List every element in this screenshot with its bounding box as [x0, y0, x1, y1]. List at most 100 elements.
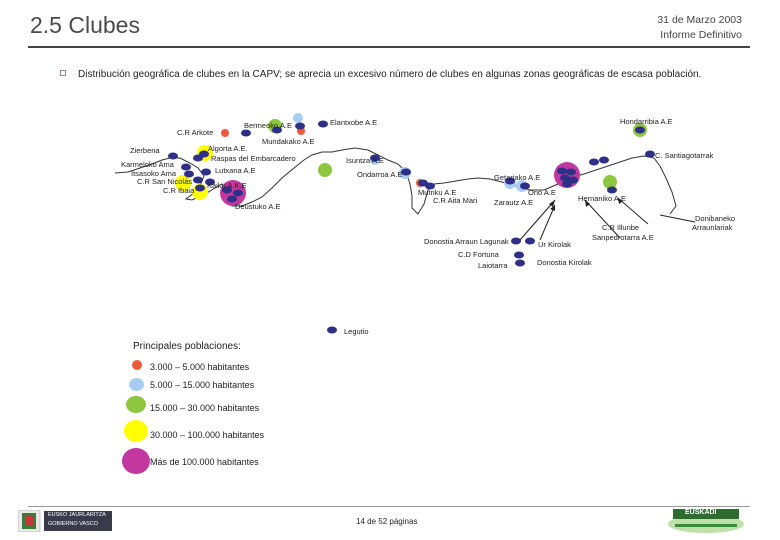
header-divider: [28, 46, 750, 48]
legend-swatch-magenta: [122, 448, 150, 474]
club-marker: [515, 259, 525, 267]
club-marker: [195, 184, 205, 192]
label-kaiku: Kaiku A.K.E: [207, 181, 247, 190]
arrow-line: [539, 204, 556, 241]
label-lutxana: Lutxana A.E: [215, 166, 256, 175]
arrow-head: [585, 200, 590, 207]
label-fortuna: C.D Fortuna: [458, 250, 499, 259]
legend-title: Principales poblaciones:: [133, 341, 241, 352]
arrow-line: [617, 197, 649, 225]
club-marker: [184, 170, 194, 178]
club-marker: [222, 186, 232, 194]
logo-mark: [668, 509, 744, 533]
label-santiagotarrak: C. Santiagotarrak: [655, 151, 714, 160]
club-marker: [511, 237, 521, 245]
euskadi-logo: EUSKADI: [665, 508, 747, 534]
club-marker: [607, 186, 617, 194]
report-date: 31 de Marzo 2003: [657, 14, 742, 26]
logo-left-line2: GOBIERNO VASCO: [48, 521, 99, 527]
club-marker: [272, 126, 282, 134]
club-markers: [168, 120, 655, 334]
club-marker: [557, 167, 567, 175]
label-algorta: Algorta A.E.: [208, 144, 248, 153]
club-marker: [505, 177, 515, 185]
legend-swatch-yellow: [124, 420, 148, 442]
label-raspas: Raspas del Embarcadero: [211, 154, 296, 163]
club-marker: [370, 154, 380, 162]
arrow-line: [659, 214, 696, 223]
logo-left-line1: EUSKO JAURLARITZA: [48, 512, 106, 518]
club-marker: [241, 129, 251, 137]
club-marker: [205, 178, 215, 186]
club-marker: [525, 237, 535, 245]
label-ur-kirolak: Ur Kirolak: [538, 240, 571, 249]
label-donibaneko: Donibaneko: [695, 214, 736, 223]
club-marker: [635, 126, 645, 134]
label-donostia-arraun: Donostia Arraun Lagunak: [424, 237, 509, 246]
label-mundakako: Mundakako A.E: [262, 137, 315, 146]
arrow-line: [519, 199, 556, 241]
club-marker: [327, 326, 337, 334]
label-zierbena: Zierbena: [130, 146, 160, 155]
club-marker: [599, 156, 609, 164]
arrow-head: [549, 200, 555, 207]
label-itsasoko: Itsasoko Ama: [131, 169, 177, 178]
label-hernaniko: Hernaniko A.E: [578, 194, 626, 203]
club-marker: [401, 168, 411, 176]
club-marker: [645, 150, 655, 158]
header-meta: 31 de Marzo 2003 Informe Definitivo: [657, 13, 742, 43]
club-marker: [514, 251, 524, 259]
label-hondarribia: Hondarribia A.E: [620, 117, 673, 126]
label-bermeoko: Bermeoko A.E: [244, 121, 292, 130]
logo-mark: [17, 509, 112, 533]
legend-label: 15.000 – 30.000 habitantes: [150, 403, 260, 413]
club-marker: [520, 182, 530, 190]
club-marker: [318, 120, 328, 128]
footer-divider: [28, 506, 750, 507]
legend-label: 3.000 – 5.000 habitantes: [150, 362, 250, 372]
town-santurtzi: [175, 175, 191, 191]
club-marker: [193, 176, 203, 184]
label-orio: Orio A.E: [528, 188, 556, 197]
club-marker: [562, 180, 572, 188]
club-marker: [425, 182, 435, 190]
label-laiotarra: Laiotarra: [478, 261, 508, 270]
intro-text: Distribución geográfica de clubes en la …: [78, 69, 702, 80]
label-legutio: Legutio: [344, 327, 369, 336]
label-getariako: Getariako A.E: [494, 173, 541, 182]
label-ondarroa: Ondarroa A.E: [357, 170, 403, 179]
label-illunbe: C.R Illunbe: [602, 223, 640, 232]
label-deustuko: Deustuko A.E: [235, 202, 281, 211]
bullet-icon: [60, 70, 66, 76]
club-marker: [201, 168, 211, 176]
label-arkote: C.R Arkote: [177, 128, 214, 137]
label-isuntza: Isuntza A.E: [346, 156, 384, 165]
legend-label: Más de 100.000 habitantes: [150, 457, 259, 467]
label-elantxobe: Elantxobe A.E: [330, 118, 378, 127]
label-sanpedrotarra: Sanpedrotarra A.E: [592, 233, 654, 242]
label-karmeloko: Karmeloko Ama: [121, 160, 174, 169]
legend-swatch-red: [132, 360, 142, 370]
legend-swatch-lightblue: [129, 378, 144, 391]
label-ibaia: C.R Ibaia: [163, 186, 195, 195]
label-mutriku: Mutriku A.E: [418, 188, 457, 197]
club-marker: [233, 189, 243, 197]
town-gernika: [318, 163, 332, 177]
label-donostia-kirolak: Donostia Kirolak: [537, 258, 592, 267]
gobierno-vasco-logo: EUSKO JAURLARITZA GOBIERNO VASCO: [17, 509, 113, 533]
arrow-head: [550, 205, 555, 211]
town-mundaka: [293, 113, 303, 123]
label-san-nicolas: C.R San Nicolás: [137, 177, 193, 186]
club-marker: [566, 168, 576, 176]
border-line: [653, 157, 677, 215]
town-hernani: [603, 175, 617, 189]
club-marker: [560, 174, 570, 182]
label-zarautz: Zarautz A.E: [494, 198, 534, 207]
page-title: 2.5 Clubes: [30, 12, 140, 38]
arrow-head: [618, 198, 623, 204]
town-plentzia: [221, 129, 229, 137]
page-number: 14 de 52 páginas: [356, 517, 418, 526]
club-marker: [193, 154, 203, 162]
arrow-heads: [549, 198, 623, 211]
